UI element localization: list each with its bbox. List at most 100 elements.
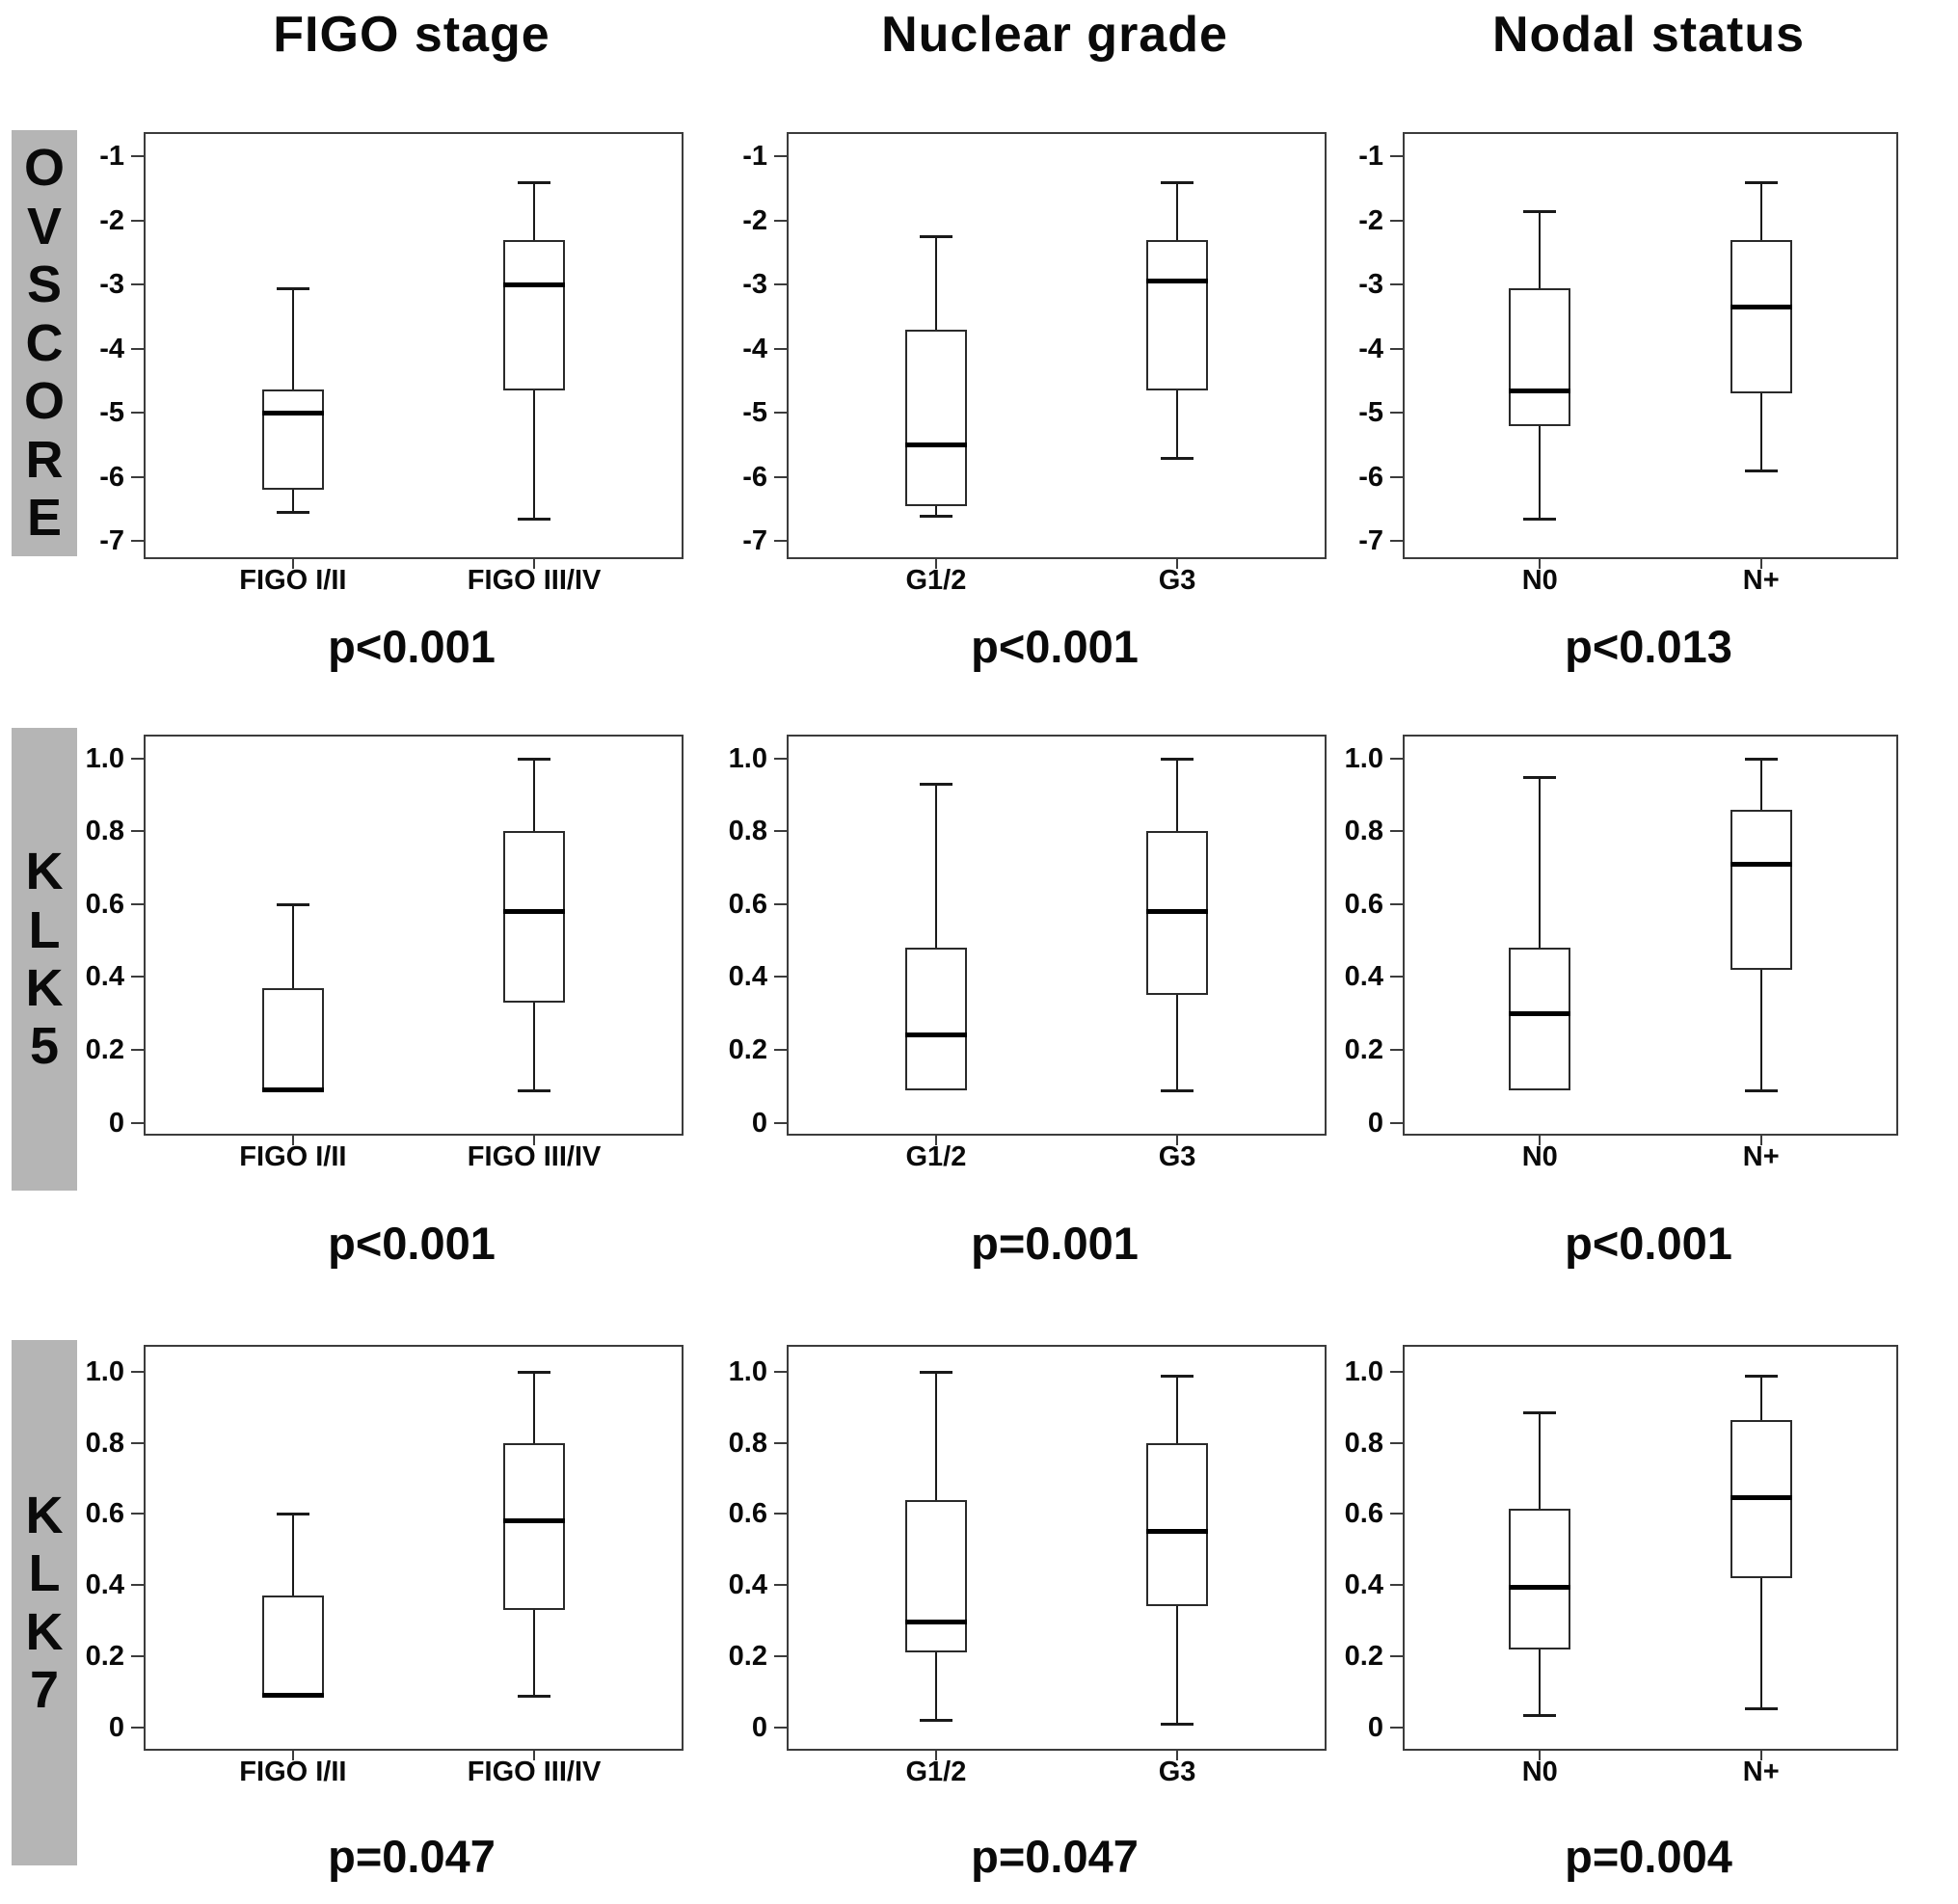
upper-whisker [291, 287, 294, 389]
y-axis-tick [1390, 1726, 1403, 1729]
y-axis-tick [774, 1049, 787, 1052]
lower-whisker-cap [1523, 1713, 1557, 1717]
x-axis-tick [1539, 557, 1542, 569]
y-axis-tick-label: 0 [108, 1107, 124, 1139]
x-category-label: G3 [1158, 1141, 1196, 1172]
iqr-box [1146, 239, 1209, 391]
y-axis-tick [774, 1584, 787, 1587]
y-axis-tick-label: 0 [751, 1711, 767, 1743]
column-header-nuclear-grade: Nuclear grade [881, 7, 1228, 63]
y-axis-tick-label: -6 [742, 461, 767, 493]
y-axis-tick-label: 0.4 [85, 1569, 124, 1601]
upper-whisker [934, 1371, 937, 1500]
iqr-box [1509, 1508, 1571, 1649]
row-label-letter: R [25, 430, 64, 489]
y-axis-tick [774, 757, 787, 760]
y-axis-tick [131, 1441, 144, 1444]
iqr-box [503, 831, 566, 1003]
p-value-label: p=0.047 [328, 1831, 496, 1882]
y-axis-tick [131, 902, 144, 905]
x-axis-tick [1176, 1134, 1179, 1145]
row-label-letter: K [25, 1602, 64, 1661]
upper-whisker [934, 784, 937, 949]
y-axis-tick [1390, 1655, 1403, 1658]
median-line [1509, 1010, 1571, 1016]
upper-whisker-cap [1523, 1411, 1557, 1415]
y-axis-tick [131, 1370, 144, 1373]
y-axis-tick-label: 0 [108, 1711, 124, 1743]
y-axis-tick [131, 347, 144, 350]
upper-whisker [1539, 776, 1542, 949]
upper-whisker [1176, 758, 1179, 832]
lower-whisker-cap [518, 518, 551, 522]
median-line [1509, 388, 1571, 393]
y-axis-tick [131, 1726, 144, 1729]
median-line [261, 1087, 324, 1093]
lower-whisker [533, 390, 536, 520]
iqr-box [1509, 287, 1571, 426]
median-line [904, 1620, 967, 1625]
p-value-label: p<0.013 [1565, 621, 1732, 672]
x-category-label: N0 [1521, 1141, 1558, 1172]
y-axis-tick [131, 540, 144, 543]
lower-whisker [934, 505, 937, 516]
lower-whisker [1176, 390, 1179, 458]
y-axis-tick-label: 0.8 [728, 1427, 767, 1459]
y-axis-tick-label: 1.0 [1344, 742, 1383, 774]
x-category-label: FIGO III/IV [467, 1141, 602, 1172]
y-axis-tick-label: 0.2 [1344, 1641, 1383, 1673]
y-axis-tick-label: 0.4 [1344, 961, 1383, 993]
y-axis-tick [131, 219, 144, 222]
median-line [1730, 861, 1792, 867]
y-axis-tick-label: 0.8 [1344, 1427, 1383, 1459]
y-axis-tick [1390, 155, 1403, 158]
panel-klk7-figo-stage: 1.0 0.8 0.6 0.4 0.2 0 FIGO I/II FIGO III/IV [86, 1345, 684, 1786]
lower-whisker [1176, 995, 1179, 1090]
y-axis-tick-label: -2 [99, 204, 124, 236]
upper-whisker-cap [1161, 180, 1194, 184]
lower-whisker-cap [1161, 1723, 1194, 1727]
x-axis-tick [934, 1749, 937, 1760]
x-axis-tick [934, 557, 937, 569]
x-category-label: N+ [1742, 1757, 1780, 1787]
y-axis-tick-label: 0.2 [85, 1034, 124, 1066]
y-axis-tick-label: 0.4 [728, 1569, 767, 1601]
y-axis-tick-label: -7 [99, 525, 124, 557]
panel-ovscore-nuclear-grade: -1 -2 -3 -4 -5 -6 -7 G1/2 G3 [742, 132, 1327, 595]
panel-klk7-nodal-status: 1.0 0.8 0.6 0.4 0.2 0 N0 N+ [1345, 1345, 1898, 1786]
y-axis-tick-label: 0.8 [85, 1427, 124, 1459]
y-axis-tick-label: -1 [1358, 141, 1383, 173]
panel-klk5-figo-stage: 1.0 0.8 0.6 0.4 0.2 0 FIGO I/II FIGO III/IV [86, 735, 684, 1171]
row-label-letter: L [28, 1544, 61, 1603]
median-line [904, 442, 967, 448]
row-label-letter: O [23, 139, 65, 198]
median-line [1730, 1495, 1792, 1501]
iqr-box [904, 948, 967, 1090]
x-category-label: FIGO I/II [239, 1757, 347, 1787]
x-category-label: G3 [1158, 1757, 1196, 1787]
median-line [1509, 1584, 1571, 1590]
iqr-box [1146, 1442, 1209, 1607]
median-line [1146, 279, 1209, 284]
upper-whisker-cap [276, 286, 309, 290]
upper-whisker [291, 1514, 294, 1596]
row-label-letter: K [25, 843, 64, 901]
row-label-letter: K [25, 1486, 64, 1544]
lower-whisker [934, 1652, 937, 1721]
lower-whisker [1759, 1577, 1762, 1708]
upper-whisker [533, 181, 536, 240]
lower-whisker-cap [276, 511, 309, 515]
y-axis-tick [131, 475, 144, 478]
row-label-letter: O [23, 372, 65, 431]
y-axis-tick-label: 0.8 [728, 816, 767, 847]
x-axis-tick [1759, 1749, 1762, 1760]
lower-whisker [1539, 425, 1542, 520]
median-line [503, 282, 566, 287]
y-axis-tick-label: 0.6 [1344, 1498, 1383, 1530]
y-axis-tick [1390, 347, 1403, 350]
y-axis-tick [1390, 412, 1403, 415]
upper-whisker-cap [518, 757, 551, 761]
x-category-label: FIGO III/IV [467, 565, 602, 596]
y-axis-tick-label: 0.2 [728, 1641, 767, 1673]
